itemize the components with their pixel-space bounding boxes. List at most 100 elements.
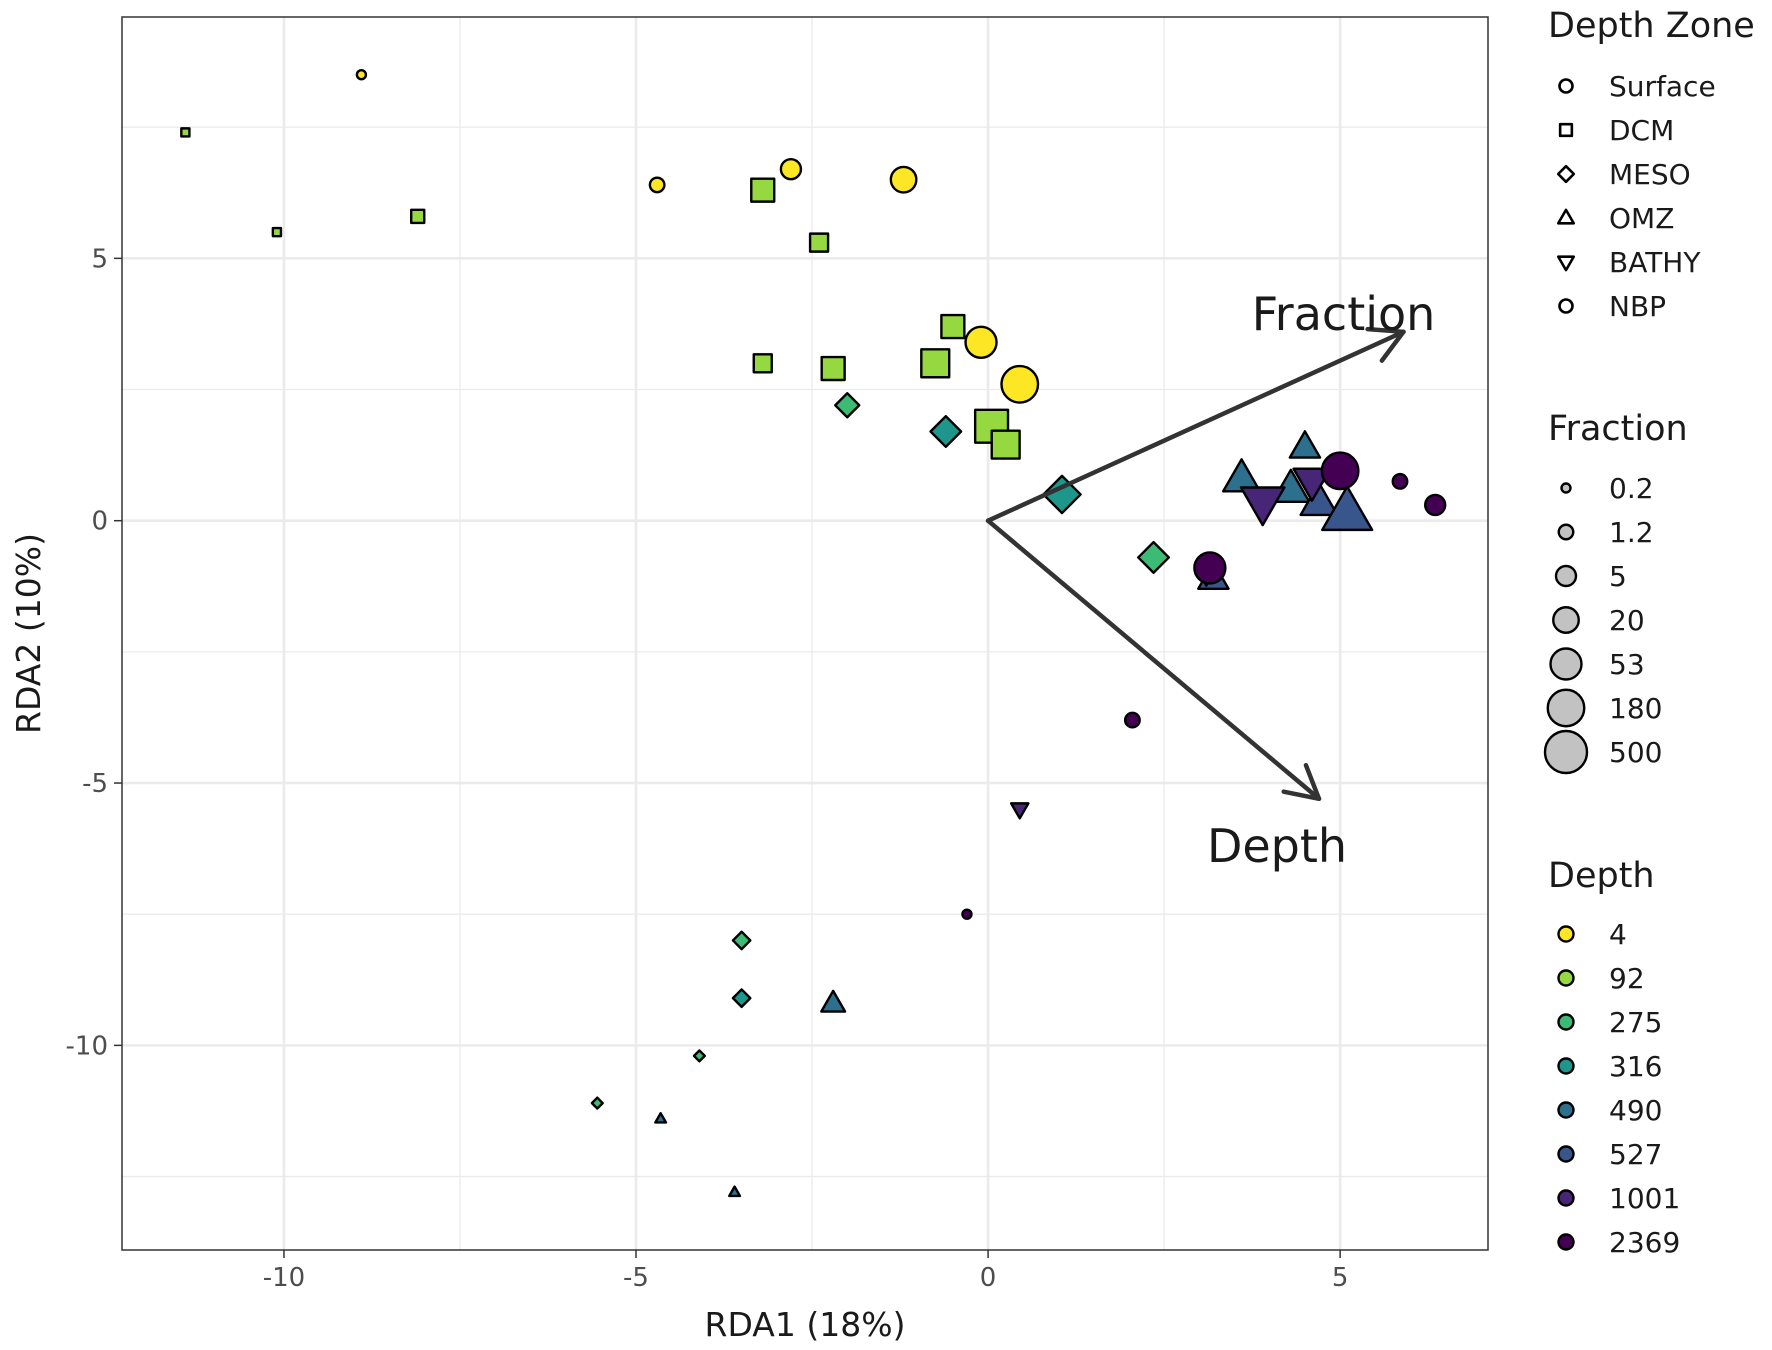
x-tick-label: 0 xyxy=(980,1263,997,1293)
legend-label-depth-zone: Surface xyxy=(1609,70,1716,103)
legend-key-depth-zone xyxy=(1556,255,1576,272)
biplot-vectors: Fraction Depth xyxy=(985,287,1436,873)
vector-depth-arrowhead xyxy=(1281,762,1322,802)
data-point-meso xyxy=(731,988,752,1009)
data-point-meso xyxy=(731,930,752,951)
legend-key-depth-zone xyxy=(1556,208,1576,225)
data-point-dcm xyxy=(808,232,830,253)
legend-key-depth-zone xyxy=(1556,164,1576,184)
data-point-dcm xyxy=(990,429,1021,460)
data-point-meso xyxy=(929,414,963,448)
x-tick-label: -5 xyxy=(623,1263,649,1293)
data-point-dcm xyxy=(180,127,191,138)
y-tick-label: 0 xyxy=(91,507,108,537)
legend-title-fraction: Fraction xyxy=(1548,409,1688,449)
data-point-nbp xyxy=(1193,551,1227,585)
x-axis-title: RDA1 (18%) xyxy=(705,1305,906,1344)
data-point-meso xyxy=(590,1096,604,1110)
data-point-dcm xyxy=(750,177,776,203)
legend-label-depth: 92 xyxy=(1609,962,1645,995)
legend-key-fraction xyxy=(1560,482,1572,494)
legend-key-depth xyxy=(1557,1101,1575,1119)
data-point-omz xyxy=(1288,430,1322,459)
y-axis-title: RDA2 (10%) xyxy=(9,533,48,734)
legend-key-depth xyxy=(1557,1013,1575,1031)
legend-key-depth xyxy=(1557,1145,1575,1163)
data-point-omz xyxy=(820,989,847,1013)
legend: Depth Zone Surface DCM MESO OMZ BATHY NBP Fract… xyxy=(1543,6,1755,1259)
legend-label-depth-zone: BATHY xyxy=(1609,246,1701,279)
data-point-surface xyxy=(648,176,666,194)
legend-key-fraction xyxy=(1557,523,1575,541)
data-point-dcm xyxy=(752,353,773,374)
x-tick-label: 5 xyxy=(1332,1263,1349,1293)
x-tick-label: -10 xyxy=(263,1263,305,1293)
legend-label-fraction: 0.2 xyxy=(1609,472,1654,505)
legend-key-depth xyxy=(1557,1233,1575,1251)
legend-key-fraction xyxy=(1543,729,1589,775)
data-point-meso xyxy=(692,1049,706,1063)
panel-background xyxy=(122,17,1488,1250)
legend-label-fraction: 1.2 xyxy=(1609,516,1654,549)
data-point-omz xyxy=(1221,458,1262,493)
legend-title-depth: Depth xyxy=(1548,856,1655,896)
data-point-dcm xyxy=(820,355,846,382)
legend-key-depth xyxy=(1557,1057,1575,1075)
data-point-bathy xyxy=(1292,467,1332,502)
legend-label-depth: 1001 xyxy=(1609,1182,1680,1215)
legend-key-fraction xyxy=(1552,606,1580,634)
legend-key-depth xyxy=(1557,969,1575,987)
legend-label-depth: 527 xyxy=(1609,1138,1662,1171)
legend-key-depth-zone xyxy=(1558,78,1574,94)
y-tick-label: 5 xyxy=(91,244,108,274)
data-point-nbp xyxy=(1391,472,1409,490)
legend-label-fraction: 5 xyxy=(1609,560,1627,593)
data-point-surface xyxy=(1000,364,1040,404)
data-point-surface xyxy=(779,157,803,181)
legend-label-depth-zone: MESO xyxy=(1609,158,1691,191)
data-point-bathy xyxy=(1239,486,1286,527)
data-point-meso xyxy=(834,392,861,419)
data-point-dcm xyxy=(920,348,951,379)
vector-depth-line xyxy=(985,518,1322,802)
data-point-surface xyxy=(355,69,368,81)
legend-label-depth: 316 xyxy=(1609,1050,1662,1083)
data-point-nbp xyxy=(1320,451,1360,491)
legend-key-fraction xyxy=(1549,647,1583,681)
legend-label-depth-zone: OMZ xyxy=(1609,202,1674,235)
legend-key-depth-zone xyxy=(1558,122,1574,138)
y-axis-ticks: 5 0 -5 -10 xyxy=(66,244,122,1061)
data-point-surface xyxy=(889,165,918,194)
data-point-dcm xyxy=(410,208,426,225)
data-point-meso xyxy=(1137,540,1171,574)
legend-label-fraction: 53 xyxy=(1609,648,1645,681)
legend-label-depth: 4 xyxy=(1609,918,1627,951)
y-tick-label: -5 xyxy=(82,769,108,799)
y-tick-label: -10 xyxy=(66,1031,108,1061)
legend-key-fraction xyxy=(1554,564,1578,588)
data-point-nbp xyxy=(961,908,973,920)
legend-label-depth-zone: DCM xyxy=(1609,114,1674,147)
vector-fraction-label: Fraction xyxy=(1252,287,1436,341)
legend-key-depth xyxy=(1557,925,1575,943)
data-points xyxy=(180,69,1447,1198)
data-point-nbp xyxy=(1423,493,1447,517)
legend-key-depth xyxy=(1557,1189,1575,1207)
legend-title-depth-zone: Depth Zone xyxy=(1548,6,1755,46)
panel-border xyxy=(121,16,1489,1251)
legend-key-depth-zone xyxy=(1558,298,1574,314)
data-point-nbp xyxy=(1123,711,1141,729)
legend-label-fraction: 500 xyxy=(1609,736,1662,769)
vector-fraction-arrowhead xyxy=(1365,326,1406,363)
x-axis-ticks: -10 -5 0 5 xyxy=(263,1250,1349,1293)
data-point-omz xyxy=(728,1185,742,1198)
legend-label-depth: 275 xyxy=(1609,1006,1662,1039)
data-point-dcm xyxy=(940,313,966,340)
data-point-omz xyxy=(654,1112,668,1124)
plot-panel xyxy=(122,17,1488,1250)
data-point-omz xyxy=(1321,485,1374,532)
data-point-bathy xyxy=(1009,802,1030,820)
legend-label-depth: 2369 xyxy=(1609,1226,1680,1259)
vector-depth-label: Depth xyxy=(1207,819,1347,873)
